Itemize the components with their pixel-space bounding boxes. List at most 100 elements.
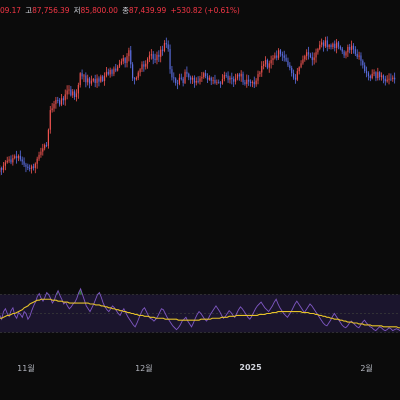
close-label: 종 (122, 6, 129, 15)
candle-body (137, 72, 139, 78)
candle-body (169, 48, 171, 70)
candle-body (44, 145, 46, 149)
candle-body (10, 159, 12, 163)
candle-body (283, 55, 285, 58)
candle-body (81, 73, 83, 77)
candle-body (365, 71, 368, 74)
candle-body (133, 78, 136, 80)
candle-body (257, 74, 259, 81)
candle-body (55, 99, 57, 104)
candle-body (341, 48, 343, 52)
candle-body (352, 45, 355, 50)
candle-body (236, 74, 239, 79)
candle-body (334, 43, 336, 48)
candle-body (2, 165, 5, 170)
candle-body (358, 55, 360, 57)
high-value: 87,756.39 (32, 6, 70, 15)
candle-body (227, 75, 229, 80)
candle-body (96, 78, 98, 83)
candle-body (210, 77, 212, 81)
candle-body (324, 40, 326, 47)
candle-body (311, 57, 313, 61)
candle-body (306, 52, 308, 57)
candle-body (294, 77, 297, 80)
x-tick-label: 2월 (360, 364, 373, 373)
candle-body (315, 52, 317, 58)
candle-body (173, 77, 175, 79)
candlestick-series (0, 36, 396, 176)
candle-body (154, 58, 156, 61)
candle-body (268, 63, 270, 68)
candle-body (246, 79, 248, 84)
candle-body (23, 161, 25, 165)
candle-body (4, 162, 6, 166)
candle-body (392, 77, 394, 80)
ohlc-bar: 09.17 고87,756.39 저85,800.00 종87,439.99 +… (0, 5, 242, 16)
candle-body (309, 54, 312, 58)
candle-body (1, 167, 3, 170)
candle-body (75, 93, 78, 98)
candle-body (345, 52, 347, 56)
candle-body (120, 61, 122, 64)
candle-body (233, 79, 235, 82)
change-value: +530.82 (+0.61%) (170, 6, 240, 15)
candle-body (212, 80, 214, 81)
candle-body (380, 75, 383, 78)
candle-body (27, 166, 29, 168)
candle-body (152, 54, 154, 59)
candle-body (36, 158, 38, 164)
candle-body (21, 159, 23, 162)
candle-body (130, 50, 132, 65)
candle-body (34, 163, 36, 168)
candle-body (373, 72, 375, 74)
candle-body (30, 166, 33, 169)
candle-body (276, 55, 278, 58)
candle-body (386, 79, 388, 82)
candle-body (261, 65, 263, 73)
candle-body (356, 53, 358, 57)
rsi-line (0, 287, 400, 332)
candle-body (369, 76, 371, 79)
candle-body (336, 42, 338, 48)
candle-body (156, 54, 158, 61)
candle-body (92, 79, 94, 81)
candle-body (32, 166, 35, 168)
candle-body (384, 78, 386, 82)
candle-body (105, 71, 108, 76)
candle-body (216, 82, 218, 84)
candle-body (107, 71, 109, 75)
candle-body (70, 89, 72, 96)
candle-body (128, 50, 130, 57)
candle-body (132, 64, 134, 79)
x-tick-label: 2025 (239, 363, 262, 372)
candle-body (317, 48, 319, 53)
candle-body (240, 73, 242, 77)
candle-body (184, 71, 186, 83)
candle-body (8, 159, 10, 161)
candle-body (285, 57, 287, 61)
candle-body (203, 73, 205, 78)
candle-body (165, 43, 167, 45)
close-value: 87,439.99 (128, 6, 167, 15)
candle-body (180, 77, 182, 79)
candle-body (253, 81, 255, 85)
candle-body (188, 73, 190, 78)
candle-body (109, 69, 111, 75)
candle-body (85, 75, 87, 83)
candle-body (124, 58, 126, 64)
candle-body (47, 129, 50, 146)
candle-body (248, 79, 250, 82)
candle-body (113, 68, 115, 74)
candle-body (191, 77, 194, 80)
candle-body (382, 75, 385, 79)
candle-body (364, 65, 366, 72)
candle-body (322, 42, 325, 47)
candle-body (281, 54, 283, 56)
candle-body (214, 80, 216, 83)
candle-body (88, 78, 91, 84)
low-label: 저 (73, 6, 81, 15)
candle-body (186, 71, 188, 74)
candle-body (319, 44, 321, 49)
candle-body (242, 73, 244, 83)
